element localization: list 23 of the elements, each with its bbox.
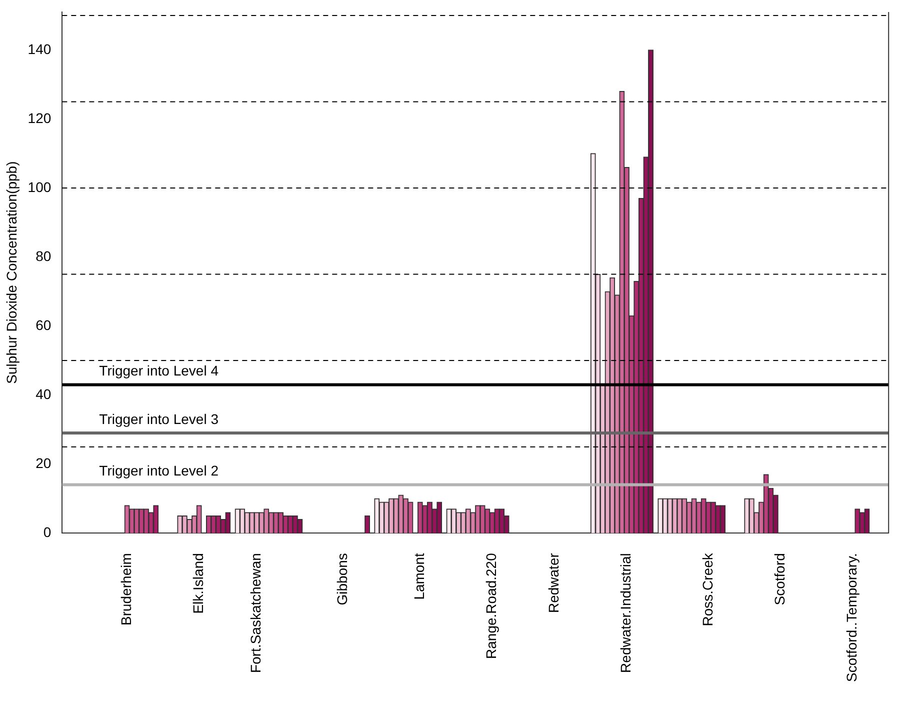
y-tick-label: 20 — [36, 454, 52, 471]
x-tick-label: Elk.Island — [190, 553, 206, 614]
y-axis-title: Sulphur Dioxide Concentration(ppb) — [3, 161, 20, 384]
x-tick-label: Scotford — [771, 553, 788, 606]
y-tick-label: 100 — [28, 178, 52, 195]
x-tick-label: Gibbons — [334, 553, 350, 606]
x-tick-label: Redwater — [546, 552, 562, 614]
ref-line-label: Trigger into Level 4 — [99, 362, 219, 379]
ref-line-label: Trigger into Level 3 — [99, 410, 219, 427]
x-tick-label: Ross.Creek — [699, 552, 716, 626]
y-tick-label: 120 — [28, 110, 52, 126]
y-tick-label: 80 — [36, 248, 52, 264]
y-tick-label: 140 — [28, 40, 52, 57]
y-tick-label: 0 — [43, 524, 52, 540]
ref-line-label: Trigger into Level 2 — [99, 462, 219, 479]
x-tick-label: Scotford..Temporary. — [843, 553, 860, 682]
x-tick-label: Fort.Saskatchewan — [248, 553, 264, 673]
y-tick-label: 60 — [36, 316, 52, 333]
x-tick-label: Range.Road.220 — [483, 552, 500, 659]
x-tick-label: Redwater.Industrial — [618, 553, 634, 673]
x-tick-label: Bruderheim — [118, 553, 134, 626]
x-tick-label: Lamont — [410, 553, 427, 600]
y-tick-label: 40 — [36, 386, 52, 402]
